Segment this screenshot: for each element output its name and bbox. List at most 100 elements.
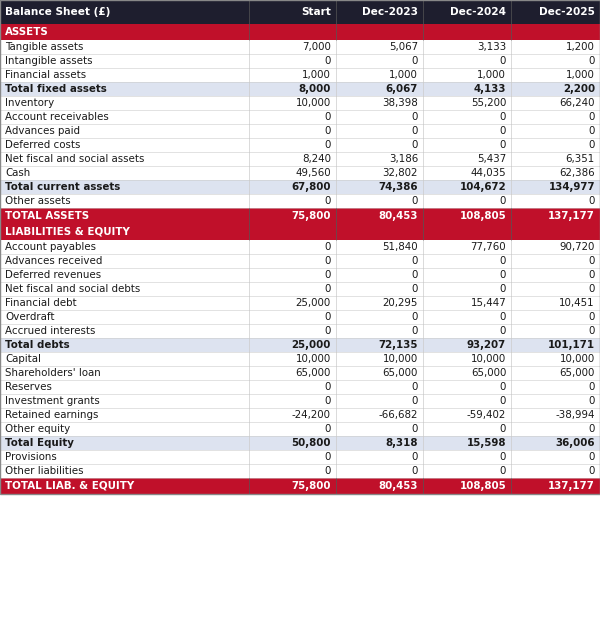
Text: Net fiscal and social assets: Net fiscal and social assets <box>5 154 145 164</box>
Text: 0: 0 <box>412 140 418 150</box>
Text: 0: 0 <box>589 312 595 322</box>
Text: 0: 0 <box>325 284 331 294</box>
Bar <box>0 96 600 110</box>
Text: 8,240: 8,240 <box>302 154 331 164</box>
Text: 0: 0 <box>500 270 506 280</box>
Text: 0: 0 <box>500 424 506 434</box>
Text: 0: 0 <box>589 196 595 206</box>
Text: Balance Sheet (£): Balance Sheet (£) <box>5 7 110 17</box>
Text: Tangible assets: Tangible assets <box>5 42 83 52</box>
Text: 108,805: 108,805 <box>460 211 506 221</box>
Text: 137,177: 137,177 <box>548 481 595 491</box>
Text: 0: 0 <box>325 56 331 66</box>
Text: Advances received: Advances received <box>5 256 103 266</box>
Bar <box>0 54 600 68</box>
Text: 0: 0 <box>325 452 331 462</box>
Text: Start: Start <box>301 7 331 17</box>
Text: Cash: Cash <box>5 168 30 178</box>
Text: 65,000: 65,000 <box>296 368 331 378</box>
Text: Intangible assets: Intangible assets <box>5 56 92 66</box>
Text: Overdraft: Overdraft <box>5 312 55 322</box>
Text: 0: 0 <box>412 126 418 136</box>
Text: 62,386: 62,386 <box>559 168 595 178</box>
Text: 0: 0 <box>589 126 595 136</box>
Text: 50,800: 50,800 <box>292 438 331 448</box>
Text: 44,035: 44,035 <box>470 168 506 178</box>
Text: 0: 0 <box>412 284 418 294</box>
Text: Total debts: Total debts <box>5 340 70 350</box>
Text: 0: 0 <box>325 126 331 136</box>
Bar <box>0 338 600 352</box>
Text: 0: 0 <box>500 140 506 150</box>
Bar <box>0 380 600 394</box>
Text: 10,000: 10,000 <box>383 354 418 364</box>
Bar <box>0 352 600 366</box>
Bar <box>0 254 600 268</box>
Bar <box>0 194 600 208</box>
Text: LIABILITIES & EQUITY: LIABILITIES & EQUITY <box>5 227 130 237</box>
Bar <box>0 478 600 494</box>
Text: 0: 0 <box>325 396 331 406</box>
Text: Deferred costs: Deferred costs <box>5 140 80 150</box>
Text: -59,402: -59,402 <box>467 410 506 420</box>
Text: 1,200: 1,200 <box>566 42 595 52</box>
Text: 1,000: 1,000 <box>389 70 418 80</box>
Text: 74,386: 74,386 <box>379 182 418 192</box>
Bar <box>0 282 600 296</box>
Text: 0: 0 <box>500 56 506 66</box>
Text: 0: 0 <box>412 196 418 206</box>
Text: 0: 0 <box>412 56 418 66</box>
Text: 0: 0 <box>589 396 595 406</box>
Text: Advances paid: Advances paid <box>5 126 80 136</box>
Text: 0: 0 <box>325 382 331 392</box>
Text: 0: 0 <box>500 196 506 206</box>
Text: 0: 0 <box>589 112 595 122</box>
Text: 55,200: 55,200 <box>471 98 506 108</box>
Text: 0: 0 <box>325 424 331 434</box>
Text: TOTAL ASSETS: TOTAL ASSETS <box>5 211 89 221</box>
Text: 10,451: 10,451 <box>559 298 595 308</box>
Text: 25,000: 25,000 <box>296 298 331 308</box>
Text: 1,000: 1,000 <box>302 70 331 80</box>
Text: 3,186: 3,186 <box>389 154 418 164</box>
Text: 4,133: 4,133 <box>474 84 506 94</box>
Text: 0: 0 <box>500 326 506 336</box>
Text: Capital: Capital <box>5 354 41 364</box>
Text: 0: 0 <box>589 452 595 462</box>
Text: Net fiscal and social debts: Net fiscal and social debts <box>5 284 140 294</box>
Text: 72,135: 72,135 <box>379 340 418 350</box>
Text: Reserves: Reserves <box>5 382 52 392</box>
Text: 0: 0 <box>500 284 506 294</box>
Text: Investment grants: Investment grants <box>5 396 100 406</box>
Text: 10,000: 10,000 <box>560 354 595 364</box>
Text: Retained earnings: Retained earnings <box>5 410 98 420</box>
Text: 38,398: 38,398 <box>382 98 418 108</box>
Text: Provisions: Provisions <box>5 452 57 462</box>
Text: 0: 0 <box>500 126 506 136</box>
Text: 8,000: 8,000 <box>299 84 331 94</box>
Text: Other assets: Other assets <box>5 196 71 206</box>
Text: 0: 0 <box>589 382 595 392</box>
Text: 0: 0 <box>500 256 506 266</box>
Text: 66,240: 66,240 <box>560 98 595 108</box>
Text: 0: 0 <box>589 270 595 280</box>
Text: ASSETS: ASSETS <box>5 27 49 37</box>
Bar <box>0 464 600 478</box>
Text: 0: 0 <box>500 396 506 406</box>
Bar <box>0 68 600 82</box>
Text: -66,682: -66,682 <box>379 410 418 420</box>
Text: 0: 0 <box>325 140 331 150</box>
Text: Dec-2025: Dec-2025 <box>539 7 595 17</box>
Bar <box>0 224 600 240</box>
Text: Shareholders' loan: Shareholders' loan <box>5 368 101 378</box>
Text: 0: 0 <box>412 452 418 462</box>
Text: 3,133: 3,133 <box>477 42 506 52</box>
Text: Financial assets: Financial assets <box>5 70 86 80</box>
Text: 5,067: 5,067 <box>389 42 418 52</box>
Text: 0: 0 <box>500 312 506 322</box>
Text: 0: 0 <box>589 256 595 266</box>
Text: 0: 0 <box>325 270 331 280</box>
Text: 8,318: 8,318 <box>386 438 418 448</box>
Text: 0: 0 <box>412 466 418 476</box>
Text: 15,447: 15,447 <box>470 298 506 308</box>
